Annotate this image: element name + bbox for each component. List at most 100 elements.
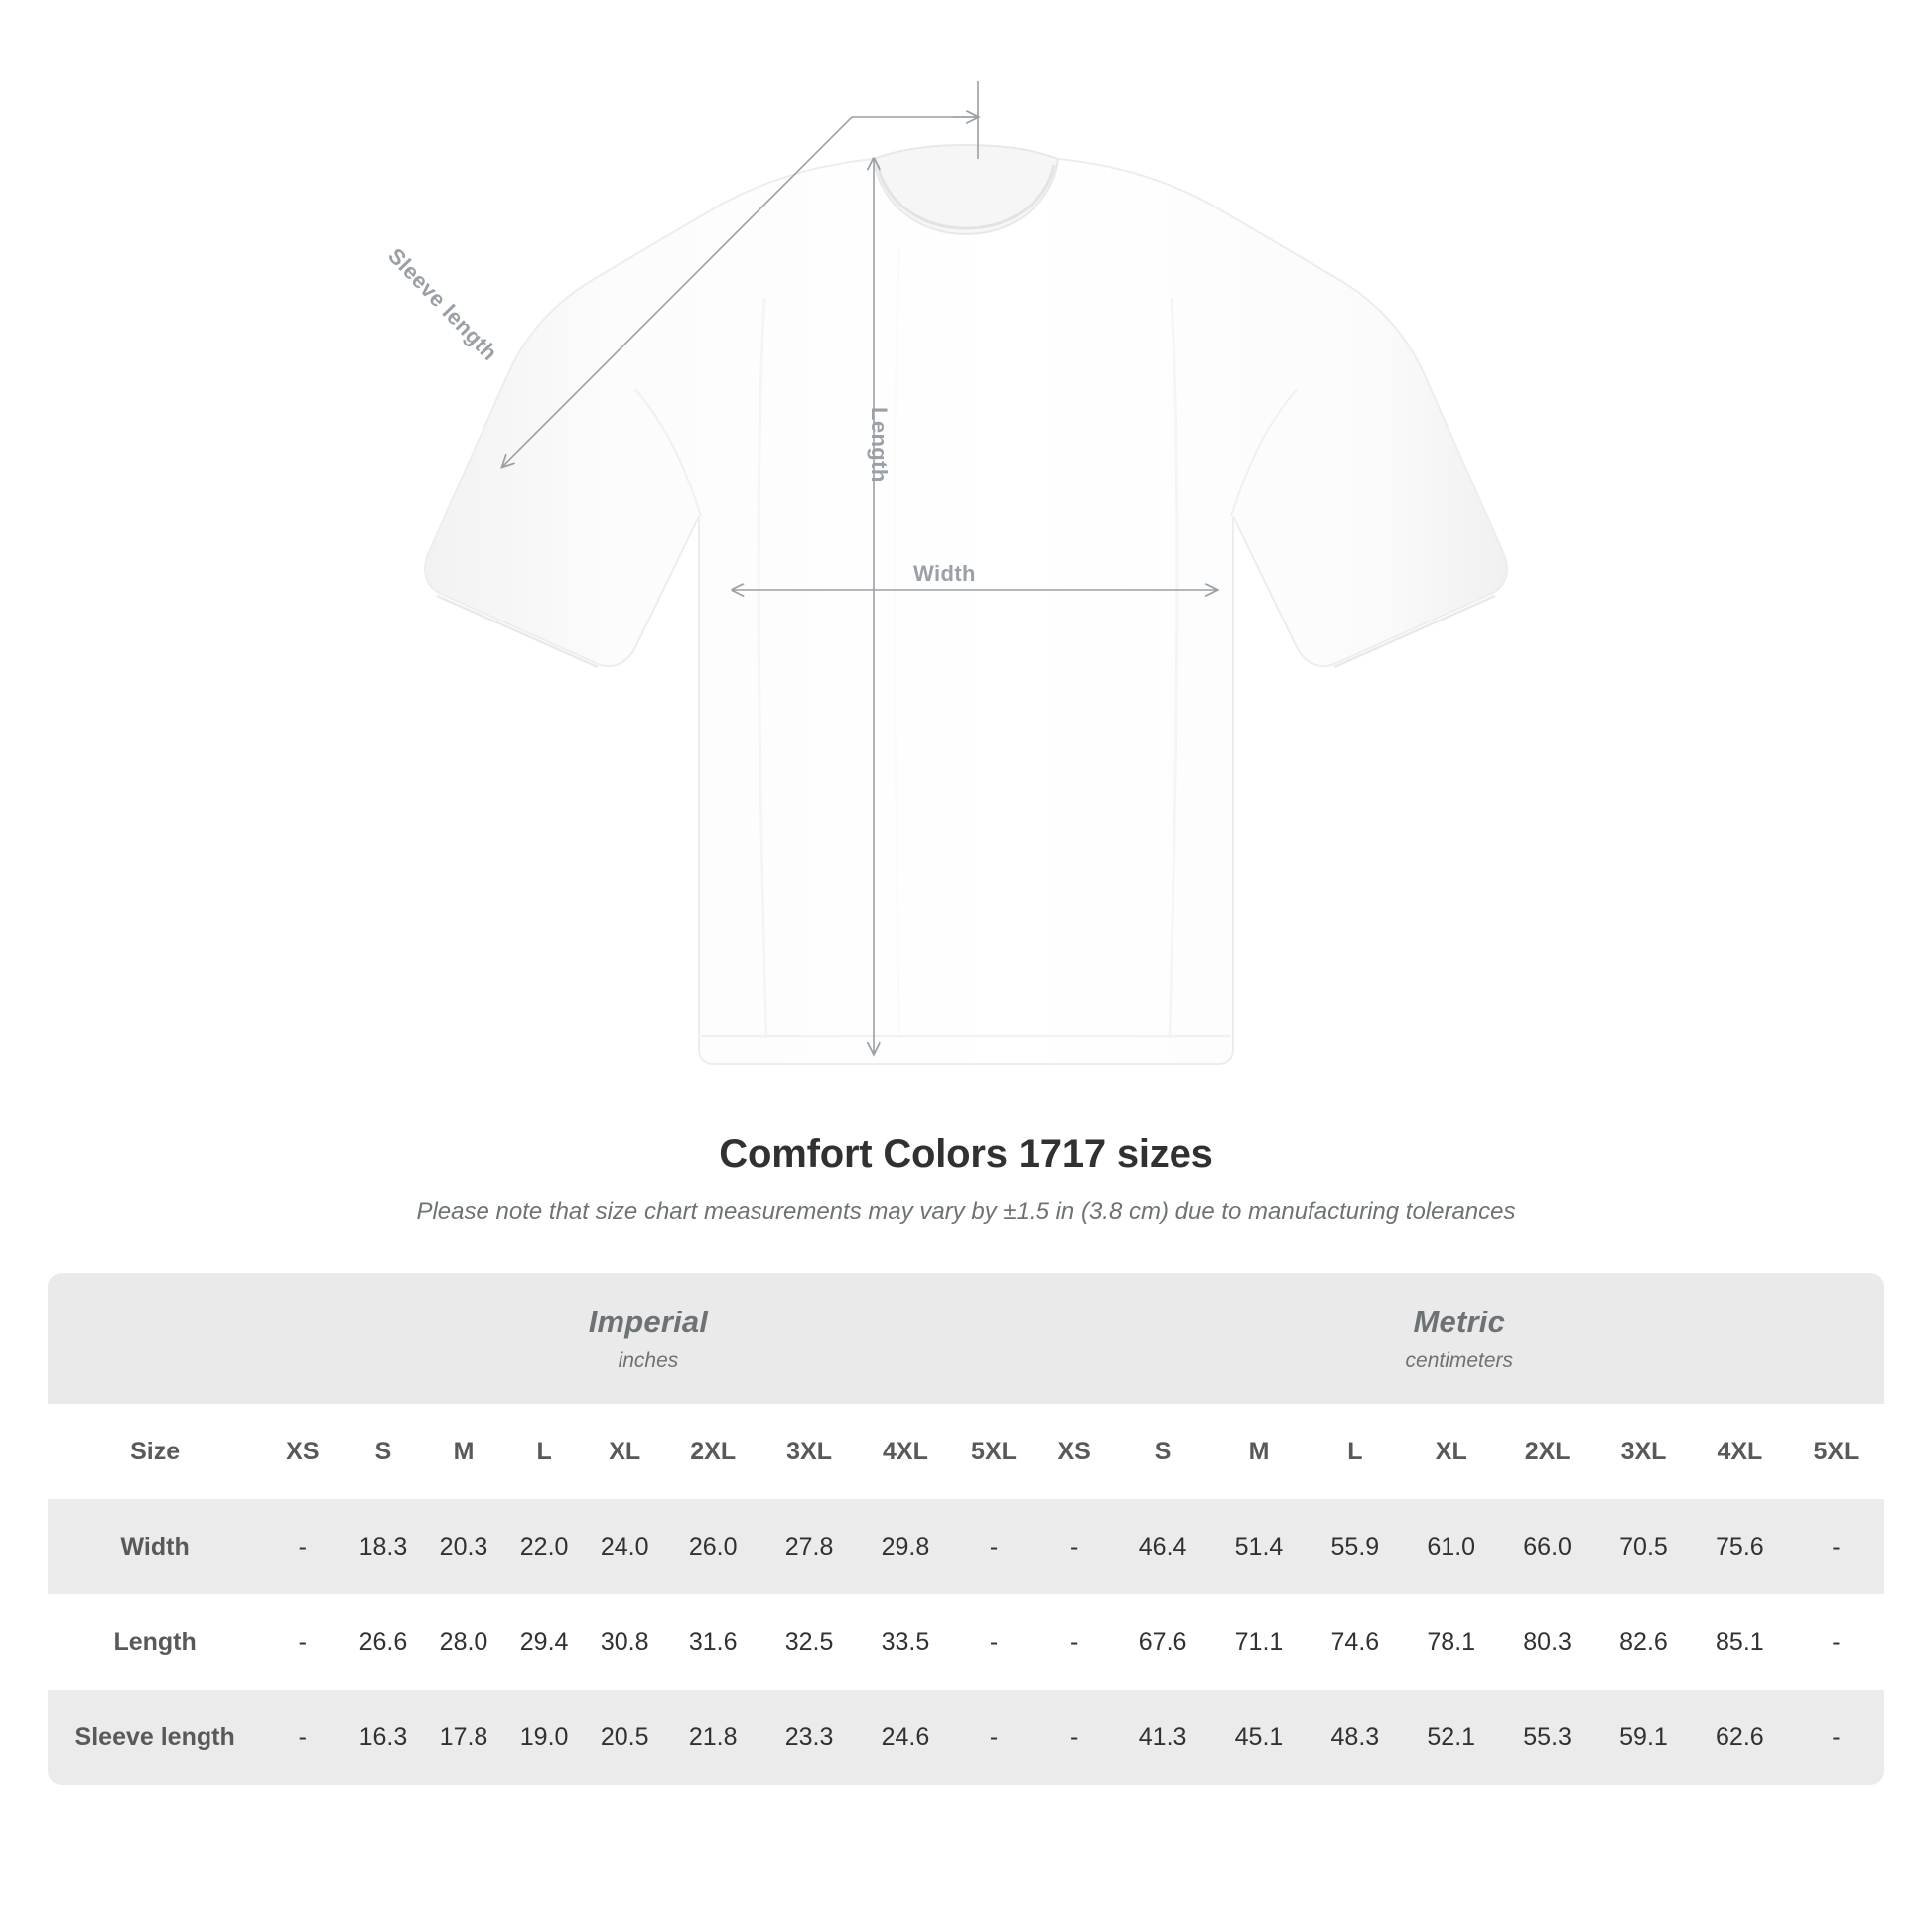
cell-length-imperial-4xl: 33.5 xyxy=(857,1594,954,1690)
cell-width-imperial-xl: 24.0 xyxy=(584,1499,665,1594)
cell-length-imperial-3xl: 32.5 xyxy=(760,1594,858,1690)
header-size-label: Size xyxy=(48,1404,263,1499)
cell-sleeve-metric-xl: 52.1 xyxy=(1403,1690,1500,1785)
cell-sleeve-imperial-xl: 20.5 xyxy=(584,1690,665,1785)
table-row: Sleeve length - 16.3 17.8 19.0 20.5 21.8… xyxy=(48,1690,1884,1785)
cell-length-imperial-l: 29.4 xyxy=(503,1594,585,1690)
cell-length-metric-2xl: 80.3 xyxy=(1499,1594,1596,1690)
header-metric-xs: XS xyxy=(1034,1404,1115,1499)
cell-width-metric-xs: - xyxy=(1034,1499,1115,1594)
cell-length-metric-m: 71.1 xyxy=(1210,1594,1308,1690)
header-metric-xl: XL xyxy=(1403,1404,1500,1499)
unit-banner-row: Imperial inches Metric centimeters xyxy=(48,1273,1884,1404)
header-metric-l: L xyxy=(1307,1404,1404,1499)
cell-sleeve-imperial-xs: - xyxy=(262,1690,344,1785)
cell-length-metric-3xl: 82.6 xyxy=(1595,1594,1692,1690)
cell-sleeve-imperial-4xl: 24.6 xyxy=(857,1690,954,1785)
unit-imperial: Imperial inches xyxy=(262,1273,1035,1404)
unit-banner-spacer xyxy=(48,1273,263,1404)
header-metric-m: M xyxy=(1210,1404,1308,1499)
unit-imperial-name: Imperial xyxy=(588,1304,709,1339)
cell-width-imperial-m: 20.3 xyxy=(423,1499,504,1594)
header-metric-4xl: 4XL xyxy=(1691,1404,1788,1499)
size-table-container: Imperial inches Metric centimeters Size … xyxy=(48,1273,1884,1785)
cell-length-imperial-m: 28.0 xyxy=(423,1594,504,1690)
cell-length-metric-l: 74.6 xyxy=(1307,1594,1404,1690)
cell-sleeve-imperial-2xl: 21.8 xyxy=(664,1690,761,1785)
page-title: Comfort Colors 1717 sizes xyxy=(719,1132,1213,1175)
cell-length-metric-xs: - xyxy=(1034,1594,1115,1690)
size-header-row: Size XS S M L XL 2XL 3XL 4XL 5XL XS S M … xyxy=(48,1404,1884,1499)
cell-length-metric-4xl: 85.1 xyxy=(1691,1594,1788,1690)
cell-sleeve-metric-5xl: - xyxy=(1787,1690,1884,1785)
header-imperial-l: L xyxy=(503,1404,585,1499)
cell-width-imperial-4xl: 29.8 xyxy=(857,1499,954,1594)
header-imperial-3xl: 3XL xyxy=(760,1404,858,1499)
header-imperial-xl: XL xyxy=(584,1404,665,1499)
cell-length-imperial-5xl: - xyxy=(953,1594,1035,1690)
cell-width-metric-xl: 61.0 xyxy=(1403,1499,1500,1594)
cell-sleeve-imperial-m: 17.8 xyxy=(423,1690,504,1785)
cell-length-imperial-xl: 30.8 xyxy=(584,1594,665,1690)
cell-width-metric-l: 55.9 xyxy=(1307,1499,1404,1594)
cell-width-imperial-3xl: 27.8 xyxy=(760,1499,858,1594)
tolerance-note: Please note that size chart measurements… xyxy=(416,1198,1516,1225)
chart-title-block: Comfort Colors 1717 sizes Please note th… xyxy=(0,1132,1932,1226)
row-label-length: Length xyxy=(48,1594,263,1690)
header-metric-2xl: 2XL xyxy=(1499,1404,1596,1499)
table-row: Width - 18.3 20.3 22.0 24.0 26.0 27.8 29… xyxy=(48,1499,1884,1594)
sleeve-dimension-line xyxy=(502,81,978,467)
header-imperial-4xl: 4XL xyxy=(857,1404,954,1499)
width-dimension-label: Width xyxy=(913,561,976,586)
cell-width-imperial-5xl: - xyxy=(953,1499,1035,1594)
cell-width-imperial-xs: - xyxy=(262,1499,344,1594)
tshirt-diagram-svg xyxy=(424,81,1508,1065)
cell-sleeve-imperial-3xl: 23.3 xyxy=(760,1690,858,1785)
cell-length-metric-5xl: - xyxy=(1787,1594,1884,1690)
cell-width-metric-4xl: 75.6 xyxy=(1691,1499,1788,1594)
cell-width-imperial-2xl: 26.0 xyxy=(664,1499,761,1594)
header-imperial-s: S xyxy=(343,1404,424,1499)
cell-length-metric-s: 67.6 xyxy=(1114,1594,1211,1690)
cell-width-metric-5xl: - xyxy=(1787,1499,1884,1594)
cell-width-metric-m: 51.4 xyxy=(1210,1499,1308,1594)
cell-width-imperial-s: 18.3 xyxy=(343,1499,424,1594)
cell-sleeve-metric-4xl: 62.6 xyxy=(1691,1690,1788,1785)
cell-width-metric-3xl: 70.5 xyxy=(1595,1499,1692,1594)
size-chart-table: Imperial inches Metric centimeters Size … xyxy=(48,1273,1884,1785)
header-metric-s: S xyxy=(1114,1404,1211,1499)
cell-length-imperial-2xl: 31.6 xyxy=(664,1594,761,1690)
unit-metric-name: Metric xyxy=(1413,1304,1506,1339)
header-imperial-5xl: 5XL xyxy=(953,1404,1035,1499)
cell-width-metric-s: 46.4 xyxy=(1114,1499,1211,1594)
cell-sleeve-metric-3xl: 59.1 xyxy=(1595,1690,1692,1785)
tshirt-shape xyxy=(424,143,1508,1065)
cell-sleeve-imperial-s: 16.3 xyxy=(343,1690,424,1785)
unit-metric-sub: centimeters xyxy=(1405,1348,1514,1372)
cell-sleeve-imperial-5xl: - xyxy=(953,1690,1035,1785)
cell-sleeve-imperial-l: 19.0 xyxy=(503,1690,585,1785)
cell-sleeve-metric-xs: - xyxy=(1034,1690,1115,1785)
header-imperial-m: M xyxy=(423,1404,504,1499)
cell-sleeve-metric-m: 45.1 xyxy=(1210,1690,1308,1785)
cell-length-imperial-s: 26.6 xyxy=(343,1594,424,1690)
length-dimension-label: Length xyxy=(867,407,892,483)
cell-width-metric-2xl: 66.0 xyxy=(1499,1499,1596,1594)
cell-sleeve-metric-2xl: 55.3 xyxy=(1499,1690,1596,1785)
header-metric-5xl: 5XL xyxy=(1787,1404,1884,1499)
header-imperial-xs: XS xyxy=(262,1404,344,1499)
row-label-width: Width xyxy=(48,1499,263,1594)
row-label-sleeve-length: Sleeve length xyxy=(48,1690,263,1785)
garment-illustration: Sleeve length Length Width xyxy=(383,81,1508,1065)
cell-length-imperial-xs: - xyxy=(262,1594,344,1690)
unit-metric: Metric centimeters xyxy=(1034,1273,1884,1404)
cell-sleeve-metric-l: 48.3 xyxy=(1307,1690,1404,1785)
cell-sleeve-metric-s: 41.3 xyxy=(1114,1690,1211,1785)
unit-imperial-sub: inches xyxy=(618,1348,679,1372)
header-metric-3xl: 3XL xyxy=(1595,1404,1692,1499)
table-row: Length - 26.6 28.0 29.4 30.8 31.6 32.5 3… xyxy=(48,1594,1884,1690)
cell-width-imperial-l: 22.0 xyxy=(503,1499,585,1594)
header-imperial-2xl: 2XL xyxy=(664,1404,761,1499)
cell-length-metric-xl: 78.1 xyxy=(1403,1594,1500,1690)
